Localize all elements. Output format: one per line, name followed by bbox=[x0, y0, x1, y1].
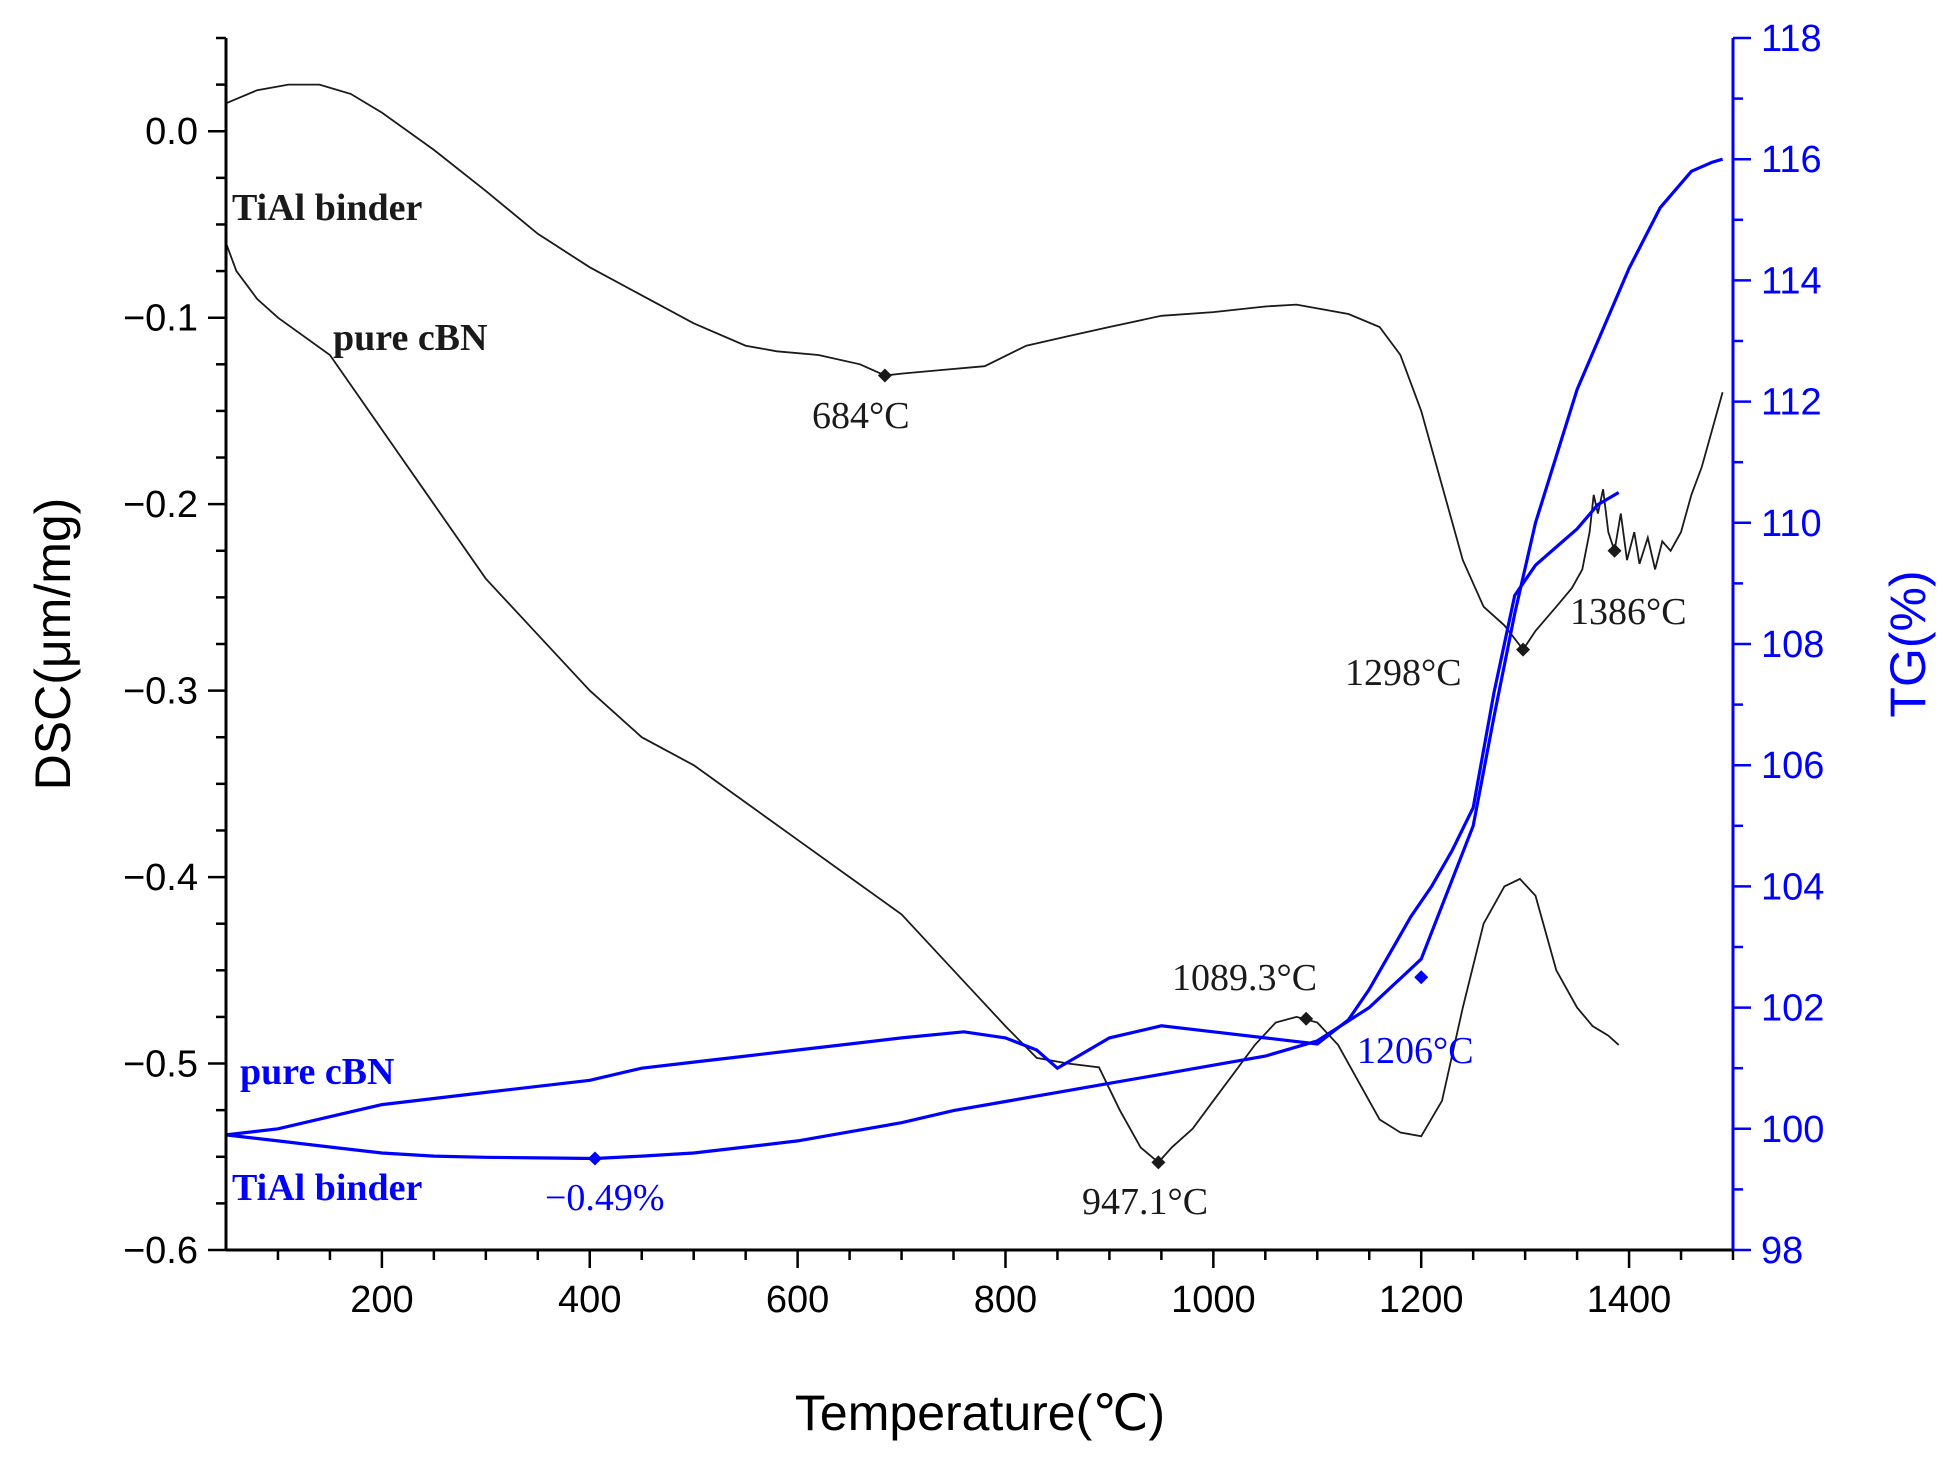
annotation-marker bbox=[877, 368, 892, 383]
x-tick-labels: 200 400 600 800 1000 1200 1400 bbox=[350, 1279, 1671, 1321]
label-tial-binder-tg: TiAl binder bbox=[232, 1167, 423, 1209]
right-y-tick-label: 114 bbox=[1761, 260, 1822, 302]
annotation-1298: 1298°C bbox=[1345, 652, 1462, 694]
major-ticks bbox=[208, 36, 1751, 1268]
annotation-marker bbox=[1607, 543, 1622, 558]
series-tg-tial-binder bbox=[225, 157, 1724, 1161]
right-y-tick-label: 110 bbox=[1761, 503, 1822, 545]
series-layer bbox=[225, 83, 1724, 1164]
x-tick-label: 600 bbox=[766, 1279, 829, 1321]
right-y-axis-title: TG(%) bbox=[1880, 570, 1936, 717]
annotation-marker bbox=[1516, 642, 1531, 657]
left-y-axis-title: DSC(μm/mg) bbox=[25, 498, 81, 791]
series-dsc-tial-binder bbox=[225, 83, 1724, 652]
right-y-tick-label: 98 bbox=[1761, 1230, 1803, 1272]
x-tick-label: 1400 bbox=[1587, 1279, 1672, 1321]
annotation-tg-loss: −0.49% bbox=[545, 1177, 665, 1219]
x-tick-label: 200 bbox=[350, 1279, 413, 1321]
left-y-tick-labels: 0.0 −0.1 −0.2 −0.3 −0.4 −0.5 −0.6 bbox=[123, 111, 198, 1272]
x-axis-title: Temperature(℃) bbox=[795, 1385, 1165, 1441]
series-dsc-pure-cbn bbox=[225, 242, 1620, 1164]
x-tick-label: 800 bbox=[974, 1279, 1037, 1321]
annotation-1206: 1206°C bbox=[1357, 1030, 1474, 1072]
right-y-tick-labels: 98 100 102 104 106 108 110 112 114 116 118 bbox=[1761, 18, 1824, 1272]
left-y-tick-label: −0.4 bbox=[123, 857, 198, 899]
right-y-tick-label: 116 bbox=[1761, 139, 1822, 181]
annotation-1386: 1386°C bbox=[1570, 591, 1687, 633]
right-y-tick-label: 102 bbox=[1761, 988, 1824, 1030]
right-y-tick-label: 112 bbox=[1761, 382, 1822, 424]
marker-layer bbox=[587, 368, 1622, 1170]
annotation-marker bbox=[1151, 1155, 1166, 1170]
label-pure-cbn-tg: pure cBN bbox=[240, 1051, 394, 1093]
x-tick-label: 1200 bbox=[1379, 1279, 1464, 1321]
series-tg-pure-cbn bbox=[225, 491, 1620, 1137]
left-y-tick-label: 0.0 bbox=[145, 111, 198, 153]
right-y-tick-label: 100 bbox=[1761, 1109, 1824, 1151]
minor-ticks bbox=[216, 36, 1743, 1260]
right-y-tick-label: 108 bbox=[1761, 624, 1824, 666]
label-tial-binder-dsc: TiAl binder bbox=[232, 187, 423, 229]
left-y-tick-label: −0.5 bbox=[123, 1044, 198, 1086]
label-pure-cbn-dsc: pure cBN bbox=[333, 317, 487, 359]
annotation-marker bbox=[587, 1151, 602, 1166]
annotation-684: 684°C bbox=[812, 395, 910, 437]
annotation-marker bbox=[1414, 970, 1429, 985]
right-y-tick-label: 104 bbox=[1761, 866, 1824, 908]
x-tick-label: 400 bbox=[558, 1279, 621, 1321]
left-y-tick-label: −0.2 bbox=[123, 484, 198, 526]
right-y-tick-label: 106 bbox=[1761, 745, 1824, 787]
annotation-947: 947.1°C bbox=[1082, 1181, 1208, 1223]
x-tick-label: 1000 bbox=[1171, 1279, 1256, 1321]
right-y-tick-label: 118 bbox=[1761, 18, 1822, 60]
annotation-1089: 1089.3°C bbox=[1172, 957, 1317, 999]
left-y-tick-label: −0.3 bbox=[123, 671, 198, 713]
left-y-tick-label: −0.6 bbox=[123, 1230, 198, 1272]
annotation-marker bbox=[1299, 1011, 1314, 1026]
left-y-tick-label: −0.1 bbox=[123, 298, 198, 340]
